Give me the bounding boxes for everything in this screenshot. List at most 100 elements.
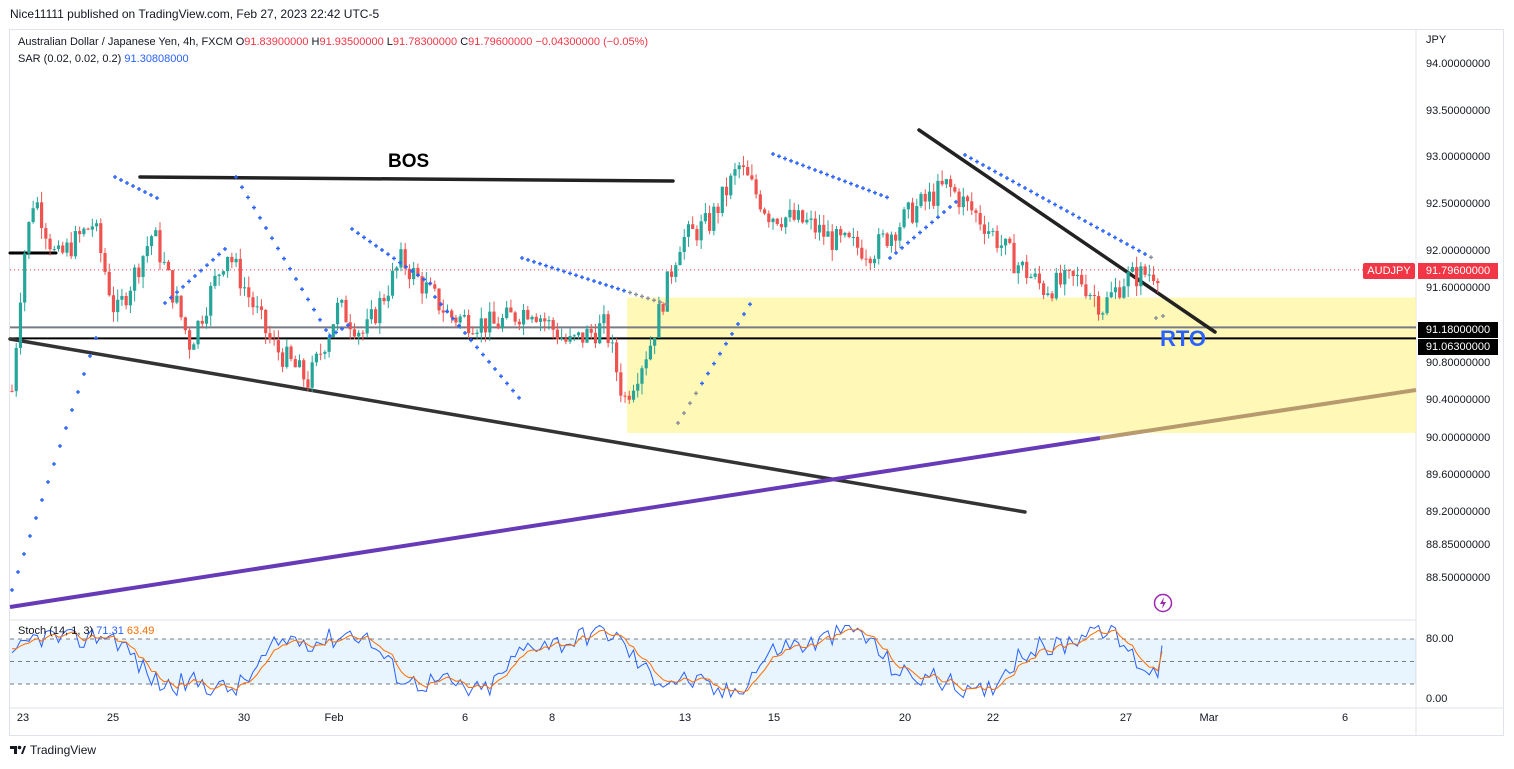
sar-dot	[1023, 186, 1027, 190]
sar-dot	[843, 179, 847, 184]
sar-dot	[777, 154, 781, 159]
candle	[344, 295, 348, 323]
sar-dot	[993, 169, 997, 174]
candle	[987, 222, 991, 239]
candle	[162, 252, 166, 265]
sar-dot	[223, 247, 227, 251]
sar-dot	[918, 230, 922, 235]
date-tick-label: 15	[767, 712, 781, 724]
candle	[750, 164, 754, 181]
candle	[543, 312, 547, 332]
candle	[14, 342, 18, 397]
sar-dot	[825, 172, 829, 177]
candle	[1101, 311, 1105, 320]
candle	[746, 160, 750, 176]
sar-dot	[181, 284, 185, 289]
sar-dot	[580, 275, 584, 280]
sar-dot	[340, 326, 344, 331]
sar-dot	[724, 341, 728, 346]
rto-label: RTO	[1160, 326, 1207, 351]
candle	[733, 162, 737, 185]
candle	[1016, 262, 1020, 284]
sar-dot	[276, 246, 280, 251]
sar-dot	[930, 220, 934, 225]
sar-dot	[428, 281, 432, 286]
sar-dot	[1071, 212, 1075, 217]
sar-dot	[718, 351, 722, 356]
price-tick-label: 93.00000000	[1426, 151, 1491, 164]
lightning-icon[interactable]	[1153, 593, 1173, 613]
sar-dot	[574, 273, 578, 278]
candle	[204, 307, 209, 329]
candle	[801, 209, 805, 224]
candle	[145, 236, 149, 263]
sar-dot	[1017, 182, 1021, 187]
candle	[547, 316, 551, 330]
sar-dot	[64, 426, 68, 430]
sar-dot	[1154, 316, 1158, 320]
candle	[99, 218, 103, 263]
candle	[171, 269, 175, 309]
candle	[128, 286, 132, 314]
candle	[513, 311, 517, 326]
high-value: 91.93500000	[319, 36, 384, 48]
sar-dot	[211, 257, 215, 262]
candle	[1109, 281, 1113, 299]
candle	[1143, 263, 1147, 278]
sar-dot	[346, 323, 350, 328]
tradingview-logo[interactable]: TradingView	[10, 743, 96, 757]
sar-dot	[610, 284, 614, 289]
sar-dot	[520, 256, 524, 260]
candle	[420, 272, 424, 304]
last-price-label: 91.79600000	[1418, 263, 1498, 279]
candle	[48, 233, 52, 256]
candle	[927, 182, 932, 210]
candle	[1080, 269, 1084, 287]
stoch-label: Stoch (14, 1, 3)	[18, 625, 94, 637]
price-tick-label: 92.50000000	[1426, 198, 1491, 211]
sar-dot	[187, 279, 191, 284]
candle	[35, 196, 39, 211]
sar-dot	[193, 274, 197, 278]
sar-dot	[924, 225, 928, 230]
stoch-k-value: 71.31	[96, 625, 124, 637]
sar-dot	[143, 190, 147, 194]
candle	[999, 234, 1003, 257]
candle	[437, 288, 441, 315]
sar-dot	[963, 153, 967, 157]
candle	[395, 266, 399, 279]
candle	[775, 217, 779, 226]
sar-dot	[987, 166, 991, 171]
candle	[1020, 260, 1025, 269]
candle	[560, 328, 564, 341]
candle	[982, 215, 987, 245]
candle	[627, 390, 631, 404]
candle	[898, 222, 902, 248]
candle	[441, 299, 445, 322]
candle	[699, 214, 703, 249]
candle	[851, 227, 855, 247]
sar-dot	[942, 210, 946, 215]
sar-dot	[505, 381, 509, 386]
sar-dot	[410, 269, 414, 273]
candle	[378, 291, 382, 334]
sar-dot	[819, 170, 823, 175]
candle	[259, 299, 264, 320]
sar-dot	[969, 156, 973, 161]
candle	[965, 195, 970, 211]
price-tick-label: 88.85000000	[1426, 539, 1491, 551]
candle	[792, 202, 796, 222]
date-tick-label: Mar	[1199, 712, 1219, 724]
sar-dot	[954, 199, 958, 204]
candle	[830, 224, 834, 261]
sar-dot	[1029, 189, 1033, 194]
price-tick-label: 89.20000000	[1426, 506, 1491, 519]
sar-dot	[813, 167, 817, 172]
candle	[1008, 236, 1012, 245]
candle	[691, 216, 695, 230]
date-tick-label: 8	[548, 712, 556, 724]
sar-dot	[1053, 202, 1057, 207]
candle	[82, 227, 86, 237]
sar-dot	[748, 302, 752, 307]
